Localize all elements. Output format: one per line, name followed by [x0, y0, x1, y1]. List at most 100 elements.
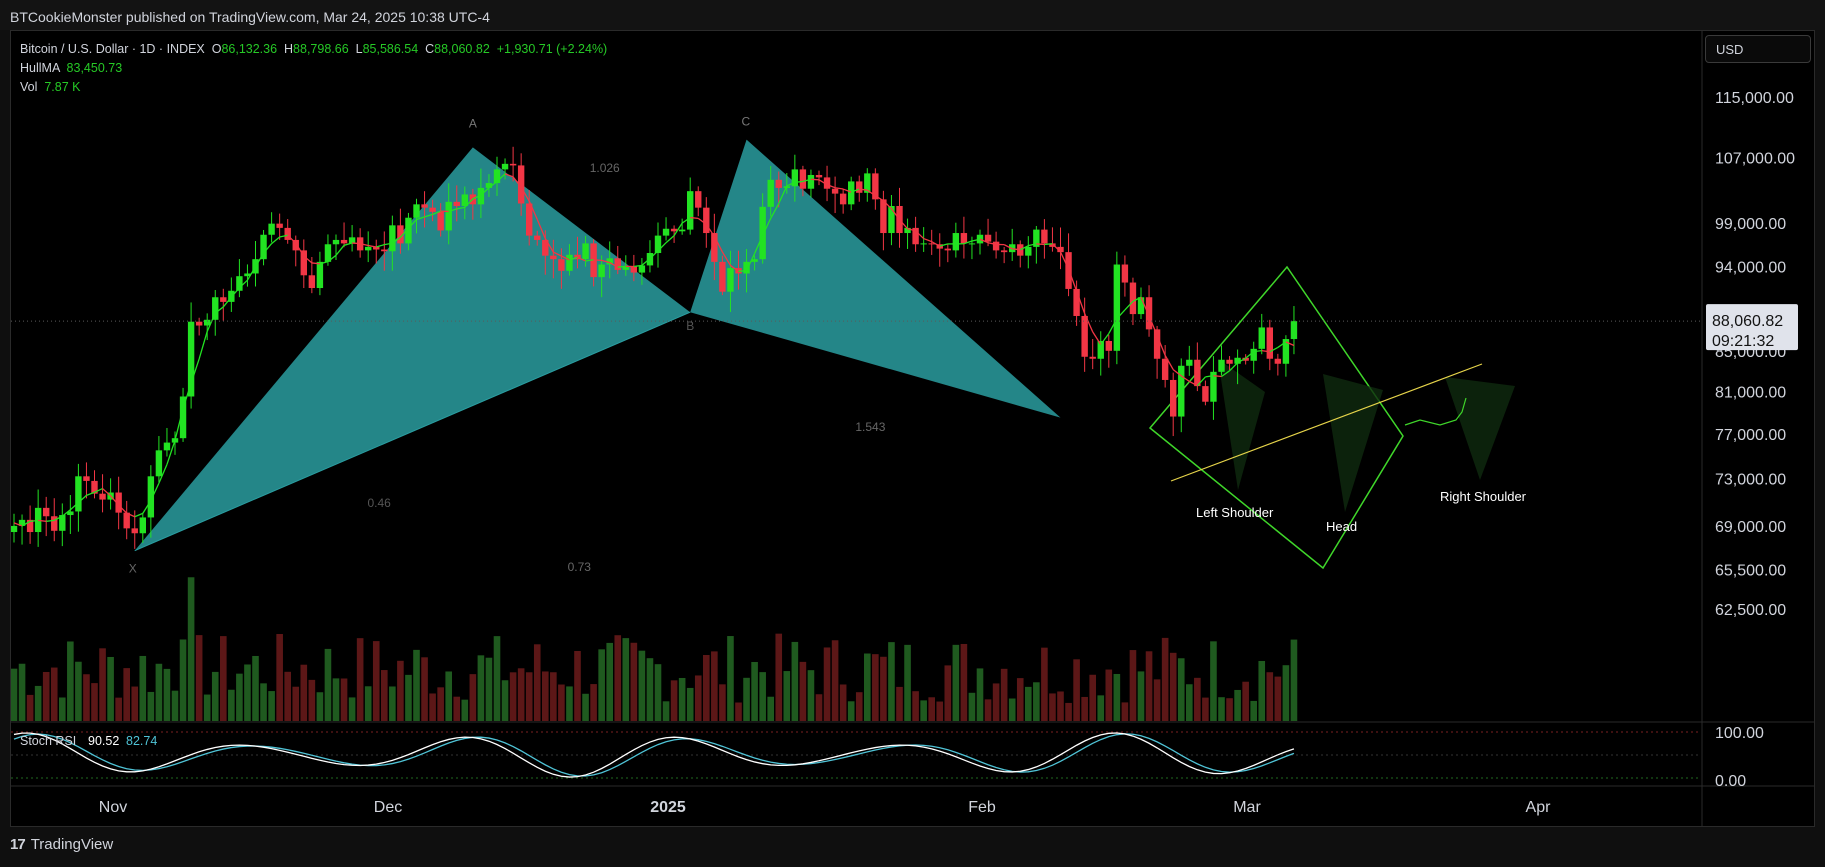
- hull-segment: [778, 185, 788, 204]
- hull-segment: [94, 487, 103, 493]
- candle-body: [775, 179, 782, 188]
- point-x: X: [129, 562, 137, 576]
- candle-body: [91, 480, 98, 494]
- hull-segment: [859, 188, 868, 191]
- candle-body: [365, 246, 372, 251]
- hull-segment: [890, 208, 901, 221]
- candle-body: [856, 181, 863, 193]
- hull-segment: [657, 242, 667, 252]
- volume-bar: [284, 671, 291, 721]
- hull-segment: [1051, 243, 1061, 253]
- hull-segment: [939, 243, 948, 247]
- candle-body: [880, 199, 887, 234]
- hull-segment: [311, 262, 320, 265]
- currency-selector[interactable]: USD: [1705, 35, 1811, 63]
- volume-bar: [984, 699, 992, 721]
- volume-bar: [1290, 639, 1298, 721]
- volume-bar: [139, 655, 147, 721]
- hull-segment: [30, 519, 39, 523]
- candle-body: [550, 255, 557, 260]
- candle-body: [936, 244, 943, 249]
- candle-body: [429, 207, 436, 212]
- volume-bar: [968, 692, 976, 721]
- volume-bar: [662, 701, 670, 721]
- volume-bar: [1113, 673, 1121, 721]
- candle-body: [711, 233, 718, 262]
- hull-segment: [432, 210, 441, 215]
- volume-bar: [332, 678, 340, 721]
- hull-segment: [134, 512, 144, 518]
- candle-body: [678, 229, 686, 232]
- close-label: C: [425, 42, 435, 56]
- hull-segment: [1124, 300, 1134, 311]
- candle-body: [823, 177, 831, 189]
- volume-bar: [992, 683, 1000, 721]
- hull-segment: [448, 208, 457, 213]
- candle-body: [437, 211, 444, 231]
- volume-bar: [50, 667, 58, 721]
- volume-bar: [421, 657, 428, 721]
- volume-bar: [115, 697, 122, 721]
- symbol-name[interactable]: Bitcoin / U.S. Dollar · 1D · INDEX: [20, 42, 205, 56]
- volume-bar: [340, 678, 348, 721]
- volume-label: Vol: [20, 80, 38, 94]
- volume-bar: [260, 683, 267, 721]
- volume-bar: [638, 650, 646, 721]
- hull-segment: [472, 194, 482, 200]
- volume-bar: [622, 638, 630, 721]
- hullma-row[interactable]: HullMA 83,450.73: [20, 59, 607, 78]
- candle-body: [1137, 297, 1145, 315]
- volume-bar: [364, 686, 372, 721]
- volume-bar: [75, 661, 82, 721]
- hull-segment: [907, 228, 916, 232]
- volume-bar: [405, 674, 412, 721]
- volume-row[interactable]: Vol 7.87 K: [20, 78, 607, 97]
- change-value: +1,930.71 (+2.24%): [496, 42, 608, 56]
- high-value: 88,798.66: [293, 42, 349, 56]
- stoch-rsi-label: Stoch RSI: [20, 734, 76, 748]
- volume-bar: [525, 672, 533, 721]
- hull-segment: [1237, 357, 1246, 364]
- candle-body: [872, 173, 879, 200]
- hull-segment: [721, 251, 732, 266]
- candle-body: [43, 507, 50, 517]
- y-axis-label: 115,000.00: [1715, 90, 1794, 107]
- volume-bar: [646, 658, 654, 721]
- candle-body: [976, 234, 984, 244]
- hull-segment: [681, 217, 691, 224]
- y-axis-label: 73,000.00: [1715, 472, 1786, 489]
- volume-bar: [252, 655, 259, 721]
- hull-segment: [850, 188, 860, 193]
- volume-bar: [735, 702, 742, 721]
- chart-legend: Bitcoin / U.S. Dollar · 1D · INDEX O86,1…: [20, 40, 607, 97]
- candle-body: [1250, 348, 1257, 361]
- volume-bar: [308, 679, 316, 721]
- candle-body: [1081, 315, 1088, 357]
- candle-body: [558, 259, 565, 271]
- hull-segment: [118, 504, 128, 514]
- hull-segment: [585, 259, 594, 262]
- volume-bar: [670, 680, 678, 721]
- hull-segment: [238, 279, 248, 289]
- hull-segment: [359, 242, 369, 247]
- volume-bar: [888, 642, 895, 721]
- volume-bar: [815, 694, 823, 721]
- footer-brand[interactable]: 17 TradingView: [10, 836, 113, 853]
- hull-segment: [69, 502, 79, 511]
- candle-body: [373, 246, 380, 250]
- volume-bar: [823, 647, 831, 721]
- candle-body: [1282, 339, 1290, 364]
- candle-body: [920, 243, 927, 245]
- candle-body: [220, 297, 227, 302]
- candle-body: [332, 239, 340, 245]
- candle-body: [276, 223, 283, 228]
- volume-bar: [558, 684, 565, 721]
- volume-bar: [614, 635, 622, 721]
- ohlc-row: Bitcoin / U.S. Dollar · 1D · INDEX O86,1…: [20, 40, 607, 59]
- candle-body: [1178, 365, 1185, 417]
- volume-bar: [1097, 695, 1105, 721]
- candle-body: [1210, 371, 1217, 402]
- head-and-shoulders-pattern: [1148, 265, 1515, 570]
- hull-segment: [1277, 341, 1287, 348]
